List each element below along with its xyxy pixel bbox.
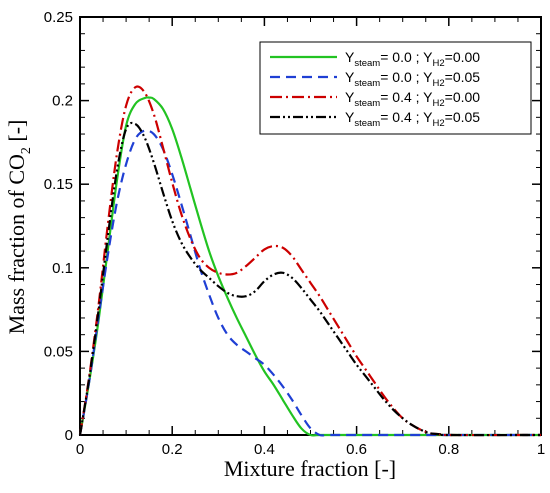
x-tick-label: 0.2 — [162, 441, 183, 458]
series-line-1 — [78, 96, 541, 437]
legend-label-4: Ysteam= 0.4 ; YH2=0.05 — [345, 109, 480, 129]
x-tick-label: 0.6 — [346, 441, 367, 458]
series-layer — [78, 85, 542, 437]
ticks: 0 0.2 0.4 0.6 0.8 1 0 0.05 0.1 0.15 0.2 0.25 — [44, 9, 545, 458]
y-tick-label: 0.2 — [52, 93, 73, 110]
legend-label-2: Ysteam= 0.0 ; YH2=0.05 — [345, 69, 480, 89]
series-line-2 — [78, 129, 541, 437]
y-axis-title-main: Mass fraction of CO — [4, 154, 29, 334]
y-tick-label: 0.25 — [44, 9, 73, 26]
x-tick-label: 1 — [537, 441, 545, 458]
series-line-3 — [78, 85, 542, 437]
legend-label-3: Ysteam= 0.4 ; YH2=0.00 — [345, 89, 480, 109]
plot-area: 0 0.2 0.4 0.6 0.8 1 0 0.05 0.1 0.15 0.2 0.25 — [44, 9, 545, 458]
y-axis-title: Mass fraction of CO2 [-] — [4, 120, 34, 335]
x-axis-title: Mixture fraction [-] — [224, 456, 396, 481]
y-axis-title-subscript: 2 — [19, 147, 34, 154]
y-tick-label: 0.1 — [52, 260, 73, 277]
x-tick-label: 0 — [76, 441, 84, 458]
y-tick-label: 0.15 — [44, 176, 73, 193]
legend-label-1: Ysteam= 0.0 ; YH2=0.00 — [345, 49, 480, 69]
y-axis-title-unit: [-] — [4, 120, 29, 147]
x-tick-label: 0.4 — [254, 441, 275, 458]
series-line-4 — [78, 121, 542, 437]
y-tick-label: 0 — [65, 427, 73, 444]
x-tick-label: 0.8 — [438, 441, 459, 458]
y-tick-label: 0.05 — [44, 343, 73, 360]
